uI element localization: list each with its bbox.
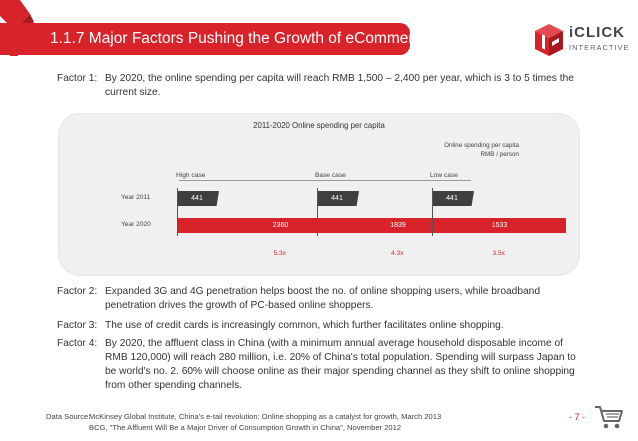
page-number: - 7 - xyxy=(569,412,586,422)
page-title: 1.1.7 Major Factors Pushing the Growth o… xyxy=(0,23,430,55)
factor-1: Factor 1: By 2020, the online spending p… xyxy=(57,72,577,100)
unit-line-2: RMB / person xyxy=(480,151,520,158)
shopping-cart-icon xyxy=(595,406,623,429)
logo-brand-text: iCLICK xyxy=(569,24,625,41)
chart-title: 2011-2020 Online spending per capita xyxy=(253,121,385,130)
chart-panel: 2011-2020 Online spending per capita Onl… xyxy=(58,113,580,276)
factor-2: Factor 2: Expanded 3G and 4G penetration… xyxy=(57,285,577,313)
logo-cube-icon xyxy=(535,24,563,56)
factor-text: The use of credit cards is increasingly … xyxy=(105,320,504,331)
unit-line-1: Online spending per capita xyxy=(444,142,519,149)
iclick-logo: iCLICK INTERACTIVE xyxy=(533,22,633,62)
factor-3: Factor 3: The use of credit cards is inc… xyxy=(57,319,577,333)
data-source: Data Source: McKinsey Global Institute, … xyxy=(46,412,441,433)
source-line-2: BCG, "The Affluent Will Be a Major Drive… xyxy=(89,422,402,432)
logo-sub-text: INTERACTIVE xyxy=(569,43,630,52)
growth-label-high: 5.3x xyxy=(273,250,286,257)
case-label-low: Low case xyxy=(430,172,458,179)
bar-baseline-low xyxy=(432,188,433,236)
factor-label: Factor 1: xyxy=(57,73,98,84)
bar-baseline-base xyxy=(317,188,318,236)
source-label: Data Source: xyxy=(46,412,91,421)
factor-text: Expanded 3G and 4G penetration helps boo… xyxy=(105,286,540,311)
growth-label-low: 3.5x xyxy=(492,250,505,257)
bar-2020-low: 1533 xyxy=(433,218,566,233)
case-label-base: Base case xyxy=(315,172,346,179)
bar-2011-high: 441 xyxy=(178,191,216,206)
factor-4: Factor 4: By 2020, the affluent class in… xyxy=(57,337,577,393)
row-label-2011: Year 2011 xyxy=(121,194,151,201)
factor-text: By 2020, the affluent class in China (wi… xyxy=(105,338,576,391)
factor-text: By 2020, the online spending per capita … xyxy=(105,73,574,98)
case-label-high: High case xyxy=(176,172,206,179)
bar-baseline-high xyxy=(177,188,178,236)
factor-label: Factor 2: xyxy=(57,286,98,297)
case-divider-line xyxy=(179,180,471,181)
chart-unit-label: Online spending per capita RMB / person xyxy=(444,141,519,159)
bar-2011-base: 441 xyxy=(318,191,356,206)
growth-label-base: 4.3x xyxy=(391,250,404,257)
row-label-2020: Year 2020 xyxy=(121,221,151,228)
factor-label: Factor 3: xyxy=(57,320,98,331)
factor-label: Factor 4: xyxy=(57,338,98,349)
bar-2011-low: 441 xyxy=(433,191,471,206)
source-line-1: McKinsey Global Institute, China's e-tai… xyxy=(89,412,442,421)
